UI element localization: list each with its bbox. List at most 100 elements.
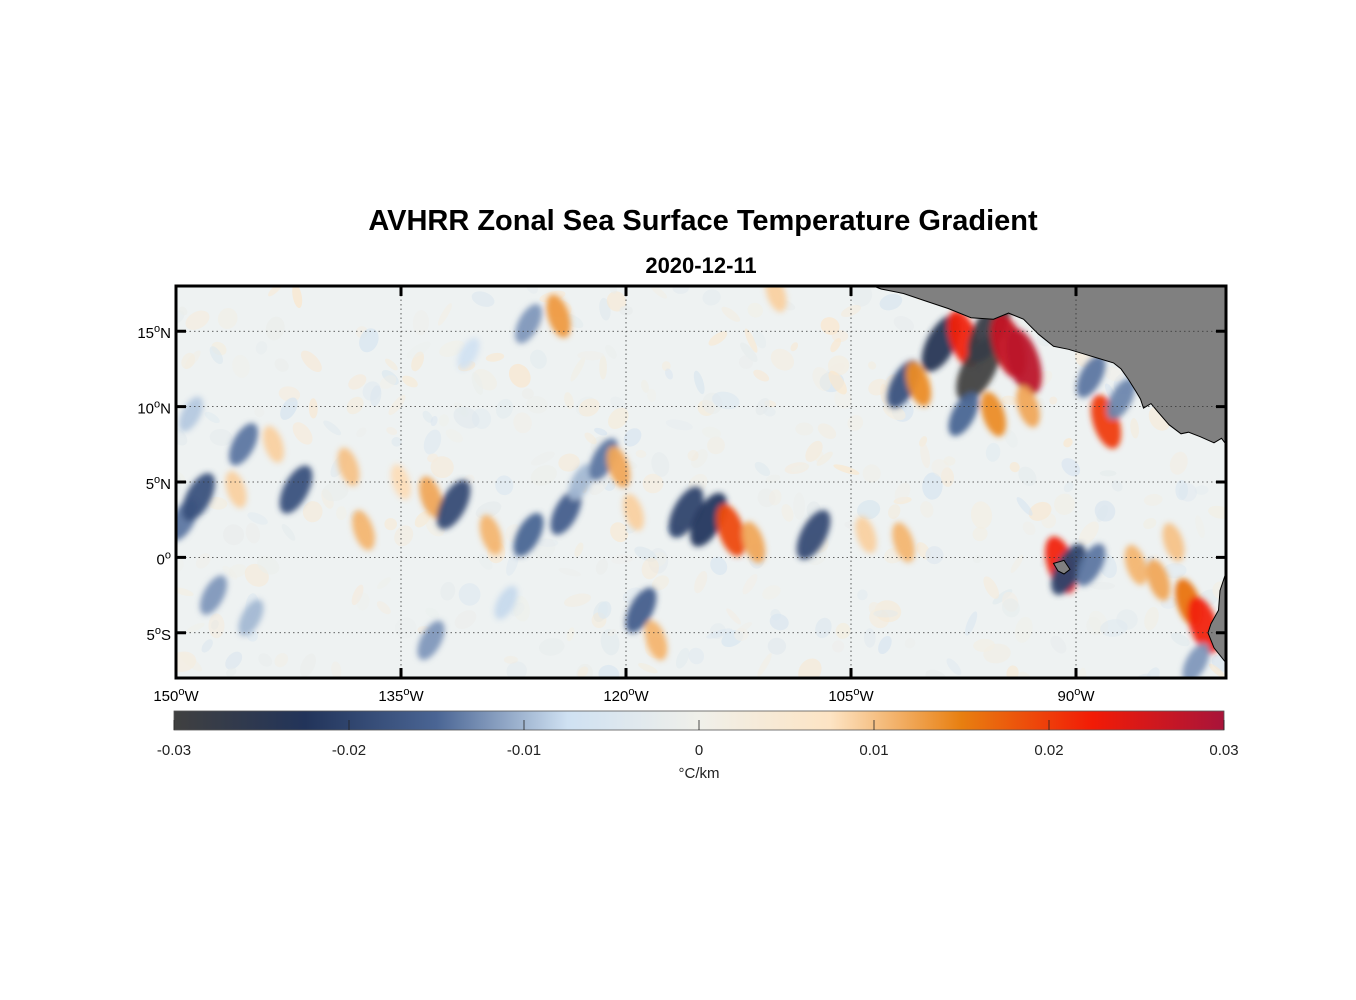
gradient-feature (1162, 523, 1185, 562)
noise-blob (394, 617, 417, 639)
noise-blob (623, 428, 642, 447)
noise-blob (503, 655, 518, 664)
noise-blob (867, 361, 877, 370)
noise-blob (888, 504, 901, 519)
noise-blob (351, 584, 364, 606)
noise-blob (1049, 396, 1058, 405)
noise-blob (893, 496, 912, 505)
noise-blob (206, 496, 228, 510)
noise-blob (868, 378, 889, 396)
noise-blob (430, 415, 438, 427)
noise-blob (816, 451, 833, 466)
noise-blob (985, 442, 1001, 462)
noise-blob (857, 589, 868, 601)
gradient-feature (741, 521, 766, 564)
noise-blob (1028, 501, 1052, 521)
noise-blob (1041, 513, 1057, 529)
noise-blob (765, 474, 781, 483)
noise-blob (635, 449, 647, 458)
lat-tick-label: 0o (157, 549, 171, 568)
noise-blob (641, 379, 649, 393)
noise-blob (619, 305, 633, 316)
noise-blob (336, 506, 347, 521)
gradient-feature (228, 423, 259, 466)
noise-blob (558, 567, 582, 577)
noise-blob (828, 370, 847, 395)
colorbar-ticks: -0.03 -0.02 -0.01 0 0.01 0.02 0.03 (157, 720, 1239, 759)
noise-blob (414, 511, 431, 528)
lon-tick-label: 90oW (1058, 686, 1096, 705)
noise-blob (204, 411, 220, 424)
noise-blob (693, 370, 705, 395)
noise-blob (176, 587, 194, 597)
noise-blob (359, 328, 379, 353)
noise-blob (815, 617, 832, 639)
noise-blob (506, 552, 519, 576)
noise-blob (757, 653, 772, 677)
noise-blob (225, 651, 243, 670)
lat-tick-label: 5oN (146, 474, 171, 493)
noise-blob (840, 304, 862, 318)
noise-blob (1130, 418, 1139, 439)
noise-blob (1078, 521, 1099, 546)
noise-blob (471, 408, 492, 429)
noise-blob (209, 428, 233, 446)
noise-blob (453, 406, 480, 429)
noise-blob (566, 627, 575, 642)
noise-blob (292, 422, 313, 445)
gradient-feature (1106, 378, 1136, 420)
noise-blob (379, 375, 397, 389)
noise-blob (925, 546, 944, 565)
noise-blob (211, 619, 219, 630)
noise-blob (292, 286, 303, 309)
noise-blob (702, 426, 721, 439)
noise-blob (1009, 461, 1020, 473)
noise-blob (564, 392, 574, 409)
lat-tick-label: 15oN (137, 323, 171, 342)
noise-blob (529, 349, 547, 369)
noise-blob (208, 613, 225, 639)
noise-blob (641, 557, 659, 580)
gradient-feature (1076, 355, 1106, 398)
noise-blob (406, 341, 431, 359)
noise-blob (1143, 517, 1157, 530)
noise-blob (1050, 635, 1067, 654)
noise-blob (1016, 497, 1033, 516)
map-tick-marks (174, 286, 1226, 678)
lon-tick-label: 150oW (153, 686, 199, 705)
gradient-feature (337, 447, 360, 487)
noise-blob (983, 576, 999, 599)
noise-blob (437, 303, 452, 326)
noise-blob (747, 302, 764, 318)
noise-blob (1001, 395, 1018, 406)
noise-blob (577, 666, 589, 678)
gradient-feature (479, 514, 503, 555)
noise-blob (874, 600, 902, 623)
noise-blob (598, 664, 620, 678)
noise-blob (742, 574, 758, 595)
noise-blob (438, 414, 449, 427)
noise-blob (762, 585, 781, 600)
noise-blob (754, 461, 771, 477)
noise-blob (691, 449, 708, 468)
gradient-feature (279, 465, 313, 514)
noise-blob (268, 286, 283, 297)
noise-blob (577, 350, 605, 361)
noise-blob (1010, 554, 1024, 573)
gradient-feature (892, 522, 915, 563)
noise-blob (790, 464, 810, 473)
noise-blob (610, 522, 629, 543)
noise-blob (753, 369, 770, 382)
colorbar-tick-label: -0.01 (507, 742, 541, 759)
gradient-feature (1005, 328, 1042, 395)
gradient-feature (178, 396, 204, 432)
noise-blob (356, 427, 367, 438)
noise-blob (607, 629, 617, 637)
noise-blob (600, 629, 620, 656)
noise-blob (589, 473, 610, 496)
noise-blob (331, 661, 342, 678)
noise-blob (471, 291, 495, 307)
noise-blob (721, 306, 741, 322)
noise-blob (835, 622, 851, 639)
noise-blob (475, 501, 502, 519)
